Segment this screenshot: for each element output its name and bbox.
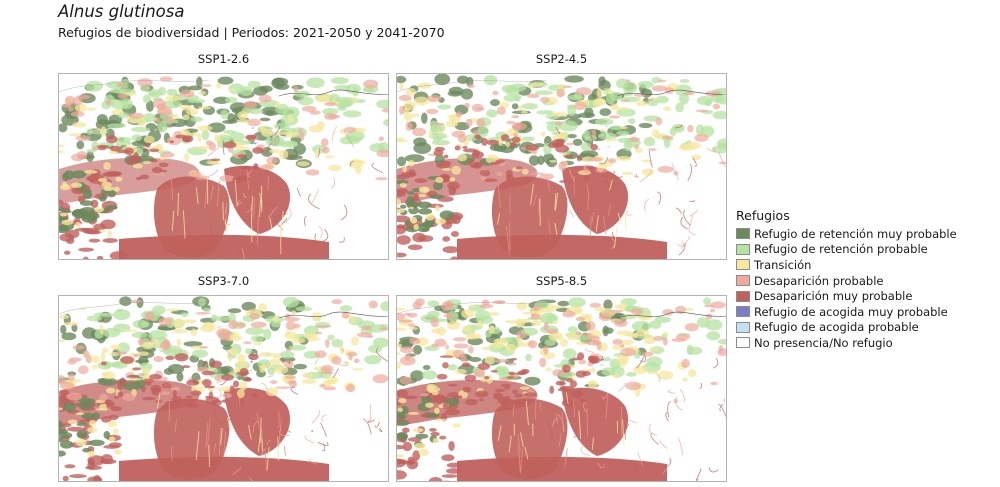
legend-item: Transición [736,257,957,273]
legend-item: Refugio de retención muy probable [736,226,957,242]
map-canvas [397,74,726,259]
legend-item: Desaparición probable [736,273,957,289]
legend-title: Refugios [736,208,790,223]
map-panel-ssp2-4-5: SSP2-4.5 [396,52,727,260]
map-panel-ssp3-7-0: SSP3-7.0 [58,274,389,482]
panel-title: SSP1-2.6 [197,52,250,66]
map-panel-ssp1-2-6: SSP1-2.6 [58,52,389,260]
legend-items: Refugio de retención muy probable Refugio… [736,226,957,351]
legend-item: Refugio de acogida muy probable [736,304,957,320]
legend-label: Refugio de retención probable [754,242,928,257]
legend-label: Refugio de acogida muy probable [754,304,948,319]
refugia-map [396,295,727,482]
figure-title: Alnus glutinosa [58,2,185,21]
legend-swatch [736,306,750,318]
legend-swatch [736,275,750,287]
map-canvas [59,296,388,481]
legend-label: No presencia/No refugio [754,335,893,350]
panel-title: SSP3-7.0 [197,274,250,288]
legend-swatch [736,243,750,255]
legend-swatch [736,259,750,271]
map-canvas [59,76,388,259]
legend-item: Refugio de retención probable [736,242,957,258]
legend-swatch [736,321,750,333]
map-canvas [397,297,726,481]
panel-title: SSP2-4.5 [535,52,588,66]
legend-label: Refugio de retención muy probable [754,226,957,241]
refugia-map [58,295,389,482]
refugia-map [396,73,727,260]
legend-swatch [736,228,750,240]
legend: Refugios Refugio de retención muy probab… [736,208,957,351]
legend-swatch [736,290,750,302]
legend-label: Refugio de acogida probable [754,320,919,335]
legend-item: No presencia/No refugio [736,335,957,351]
legend-label: Desaparición probable [754,273,884,288]
map-panel-ssp5-8-5: SSP5-8.5 [396,274,727,482]
figure-subtitle: Refugios de biodiversidad | Periodos: 20… [58,25,445,40]
panel-title: SSP5-8.5 [535,274,588,288]
legend-swatch [736,337,750,349]
legend-label: Transición [754,257,812,272]
refugia-map [58,73,389,260]
legend-label: Desaparición muy probable [754,289,913,304]
legend-item: Desaparición muy probable [736,288,957,304]
legend-item: Refugio de acogida probable [736,320,957,336]
